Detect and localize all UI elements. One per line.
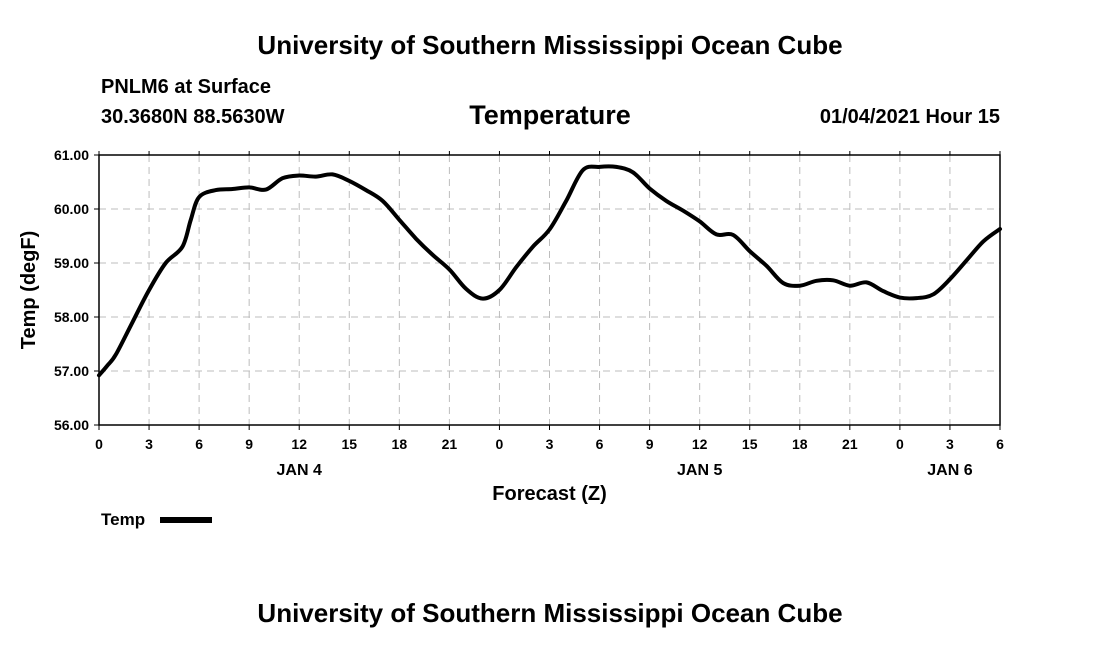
- main-title: University of Southern Mississippi Ocean…: [257, 30, 843, 60]
- x-tick-label: 0: [95, 436, 103, 452]
- x-tick-label: 18: [392, 436, 408, 452]
- station-label: PNLM6 at Surface: [101, 76, 272, 98]
- legend-label-temp: Temp: [101, 510, 145, 529]
- x-tick-label: 3: [946, 436, 954, 452]
- plot-frame: [98, 154, 1001, 426]
- chart-title: Temperature: [469, 100, 631, 130]
- day-label: JAN 4: [277, 462, 322, 479]
- x-tick-label: 0: [896, 436, 904, 452]
- day-label: JAN 6: [927, 462, 972, 479]
- grid-lines: [99, 155, 1000, 425]
- footer-title: University of Southern Mississippi Ocean…: [257, 598, 843, 628]
- x-tick-label: 15: [341, 436, 357, 452]
- x-tick-label: 0: [496, 436, 504, 452]
- y-tick-label: 59.00: [54, 255, 89, 271]
- x-tick-label: 18: [792, 436, 808, 452]
- x-axis-ticks: 0 3 6 9 12 15 18 21 0 3 6 9 12 15 18 21 0 3 6: [95, 151, 1004, 452]
- x-tick-label: 12: [692, 436, 708, 452]
- y-axis-ticks: 56.00 57.00 58.00 59.00 60.00 61.00: [54, 147, 99, 433]
- y-axis-label: Temp (degF): [18, 231, 40, 350]
- x-tick-label: 6: [996, 436, 1004, 452]
- x-tick-label: 3: [546, 436, 554, 452]
- x-tick-label: 6: [195, 436, 203, 452]
- x-tick-label: 9: [646, 436, 654, 452]
- y-tick-label: 58.00: [54, 309, 89, 325]
- x-tick-label: 3: [145, 436, 153, 452]
- day-labels: JAN 4 JAN 5 JAN 6: [277, 462, 973, 479]
- x-tick-label: 21: [442, 436, 458, 452]
- day-label: JAN 5: [677, 462, 722, 479]
- y-tick-label: 61.00: [54, 147, 89, 163]
- y-tick-label: 56.00: [54, 417, 89, 433]
- x-axis-label: Forecast (Z): [492, 483, 606, 505]
- x-tick-label: 12: [291, 436, 307, 452]
- y-tick-label: 60.00: [54, 201, 89, 217]
- legend: Temp: [101, 510, 212, 529]
- x-tick-label: 6: [596, 436, 604, 452]
- series-line-temp: [97, 164, 1002, 378]
- y-tick-label: 57.00: [54, 363, 89, 379]
- x-tick-label: 15: [742, 436, 758, 452]
- forecast-timestamp: 01/04/2021 Hour 15: [819, 106, 1000, 128]
- x-tick-label: 21: [842, 436, 858, 452]
- coordinates-label: 30.3680N 88.5630W: [101, 106, 285, 128]
- x-tick-label: 9: [245, 436, 253, 452]
